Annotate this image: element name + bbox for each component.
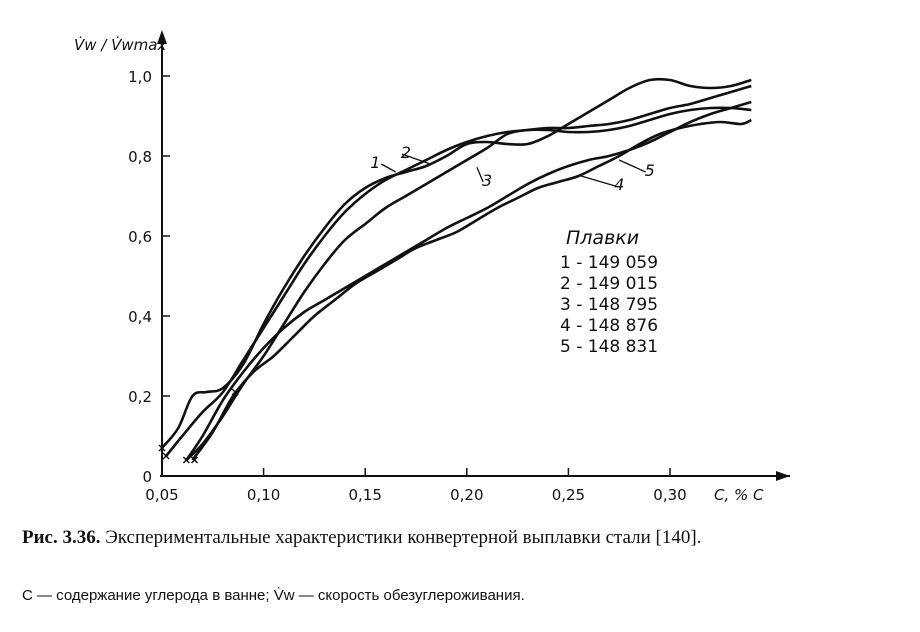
series-line-4	[191, 118, 752, 461]
figure-caption: Рис. 3.36. Экспериментальные характерист…	[22, 526, 912, 550]
series-line-1	[160, 77, 752, 449]
axes: 0,05 0,10 0,15 0,20 0,25 0,30 0 0,2 0,4 0,6 0,8 1,0…	[74, 30, 790, 504]
curve-leader-1	[381, 163, 396, 173]
x-axis-title: C, % C	[714, 486, 764, 504]
curve-label-1: 1	[370, 153, 380, 172]
legend-entry-4: 4 - 148 876	[560, 316, 658, 336]
curves	[160, 77, 752, 461]
curve-label-3: 3	[482, 171, 492, 190]
curve-leader-2	[401, 153, 431, 165]
curve-leader-5	[618, 159, 646, 173]
x-axis-arrow	[776, 471, 790, 481]
y-tick-label: 1,0	[128, 68, 152, 86]
x-tick-label: 0,30	[653, 486, 686, 504]
start-markers	[158, 388, 239, 464]
y-axis-arrow	[157, 30, 167, 44]
x-tick-label: 0,15	[348, 486, 381, 504]
start-marker	[158, 444, 166, 452]
start-marker	[231, 388, 239, 396]
start-marker	[182, 456, 190, 464]
y-tick-label: 0,4	[128, 308, 152, 326]
start-marker	[162, 452, 170, 460]
series-line-5	[185, 100, 752, 461]
series-line-2	[165, 84, 752, 457]
curve-label-4: 4	[614, 175, 624, 194]
curve-leader-3	[476, 166, 484, 183]
x-tick-label: 0,20	[450, 486, 483, 504]
curve-leader-4	[578, 174, 616, 187]
legend-entry-3: 3 - 148 795	[560, 295, 658, 315]
y-axis-title: V̇w / V̇wmax	[74, 35, 166, 54]
x-tick-label: 0,10	[247, 486, 280, 504]
legend-entry-5: 5 - 148 831	[560, 337, 658, 357]
legend-entry-2: 2 - 149 015	[560, 274, 658, 294]
y-tick-label: 0,8	[128, 148, 152, 166]
curve-label-5: 5	[645, 161, 655, 180]
legend-entry-1: 1 - 149 059	[560, 253, 658, 273]
legend-title: Плавки	[566, 227, 639, 249]
curve-label-2: 2	[401, 143, 411, 162]
chart: 0,05 0,10 0,15 0,20 0,25 0,30 0 0,2 0,4 0,6 0,8 1,0…	[74, 30, 790, 504]
x-tick-label: 0,05	[145, 486, 178, 504]
start-marker	[190, 456, 199, 464]
curve-labels: 1 2 3 4 5	[370, 143, 655, 194]
caption-label: Рис. 3.36.	[22, 527, 101, 548]
y-tick-label: 0	[142, 468, 152, 486]
caption-text: Экспериментальные характеристики конверт…	[100, 527, 702, 548]
series-line-3	[185, 106, 752, 461]
x-tick-label: 0,25	[552, 486, 585, 504]
y-tick-label: 0,6	[128, 228, 152, 246]
caption-note: C — содержание углерода в ванне; V̇w — с…	[22, 587, 525, 604]
y-tick-label: 0,2	[128, 388, 152, 406]
